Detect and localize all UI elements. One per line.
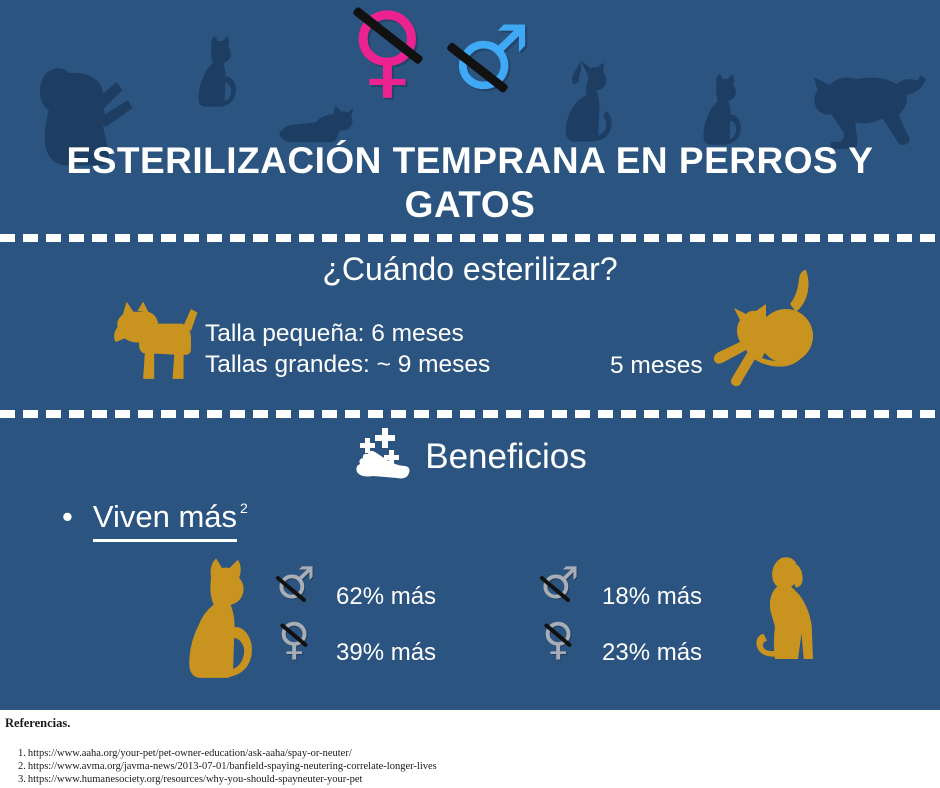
reference-item: 1. https://www.aaha.org/your-pet/pet-owne… bbox=[18, 747, 437, 760]
large-size-age: Tallas grandes: ~ 9 meses bbox=[205, 351, 491, 379]
kitten-pouncing-silhouette-icon bbox=[698, 270, 830, 400]
cat-reaching-silhouette-icon bbox=[562, 58, 624, 150]
live-longer-bullet: • Viven más 2 bbox=[62, 499, 248, 542]
dashed-divider bbox=[0, 410, 940, 418]
live-longer-text: Viven más bbox=[92, 499, 238, 542]
dog-male-stat: 18% más bbox=[602, 583, 703, 610]
cat-female-stat: 39% más bbox=[336, 639, 437, 666]
reference-superscript: 2 bbox=[240, 500, 248, 516]
references-section: Referencias. 1. https://www.aaha.org/your… bbox=[0, 710, 940, 788]
references-list: 1. https://www.aaha.org/your-pet/pet-owne… bbox=[18, 747, 437, 786]
cat-male-stat: 62% más bbox=[336, 583, 437, 610]
female-symbol-crossed-icon: ♀ bbox=[542, 618, 574, 662]
reference-number: 1. bbox=[18, 748, 26, 759]
reference-number: 3. bbox=[18, 774, 26, 785]
male-symbol-crossed-icon: ♂ bbox=[275, 562, 315, 606]
reference-url: https://www.humanesociety.org/resources/… bbox=[27, 774, 363, 785]
small-size-age: Talla pequeña: 6 meses bbox=[205, 320, 464, 347]
reference-url: https://www.aaha.org/your-pet/pet-owner-… bbox=[27, 748, 352, 759]
page-title: ESTERILIZACIÓN TEMPRANA EN PERROS Y GATO… bbox=[66, 140, 874, 226]
benefits-heading: Beneficios bbox=[0, 428, 940, 486]
female-symbol-glyph: ♀ bbox=[542, 614, 575, 665]
dashed-divider bbox=[0, 234, 940, 242]
reference-item: 3. https://www.humanesociety.org/resource… bbox=[18, 773, 437, 786]
cat-sterilize-age: 5 meses bbox=[610, 352, 703, 379]
female-symbol-crossed-icon: ♀ bbox=[278, 618, 310, 662]
dog-sterilize-ages: Talla pequeña: 6 meses Tallas grandes: ~… bbox=[205, 318, 490, 380]
references-title: Referencias. bbox=[5, 716, 71, 730]
cat-silhouette-icon bbox=[183, 556, 271, 690]
when-heading: ¿Cuándo esterilizar? bbox=[322, 251, 618, 287]
terrier-dog-silhouette-icon bbox=[110, 296, 202, 390]
benefits-heading-label: Beneficios bbox=[425, 437, 587, 476]
dog-silhouette-icon bbox=[752, 550, 844, 676]
female-symbol-crossed-icon: ♀ bbox=[350, 0, 425, 102]
male-symbol-crossed-icon: ♂ bbox=[445, 14, 531, 102]
reference-url: https://www.avma.org/javma-news/2013-07-… bbox=[27, 761, 437, 772]
female-symbol-glyph: ♀ bbox=[278, 614, 311, 665]
reference-number: 2. bbox=[18, 761, 26, 772]
reference-item: 2. https://www.avma.org/javma-news/2013-0… bbox=[18, 760, 437, 773]
hand-with-plusses-icon bbox=[353, 428, 417, 486]
male-symbol-crossed-icon: ♂ bbox=[539, 562, 579, 606]
cat-sitting-silhouette-icon bbox=[192, 34, 250, 114]
dog-female-stat: 23% más bbox=[602, 639, 703, 666]
bullet-marker: • bbox=[62, 499, 73, 534]
